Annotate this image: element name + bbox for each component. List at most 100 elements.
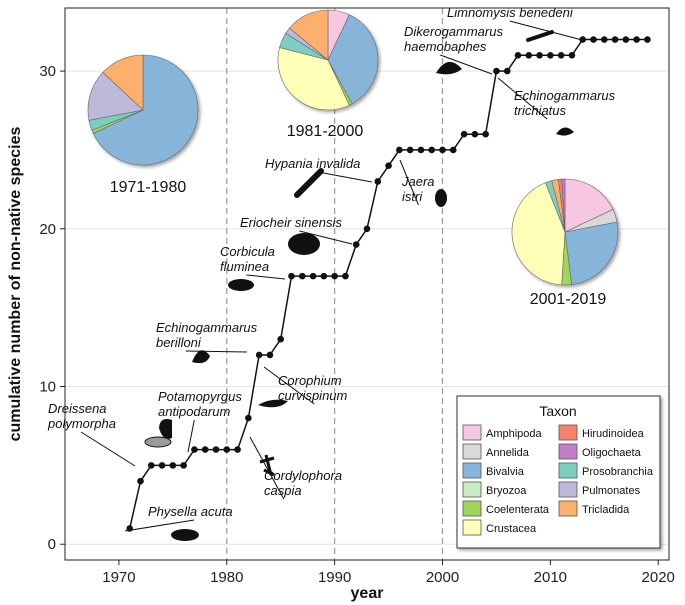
legend-swatch-coelenterata: [462, 500, 482, 517]
annotation-label: Corophium: [278, 373, 342, 388]
data-point: [234, 446, 241, 453]
annotation-leader: [263, 366, 315, 405]
data-point: [396, 146, 403, 154]
legend: Taxon Amphipoda Annelida Bivalvia Bryozoa Coe…: [456, 395, 661, 549]
x-axis-title: year: [351, 585, 384, 602]
pie-slice-tricladida: [289, 9, 329, 61]
data-point: [460, 130, 468, 138]
data-point: [644, 36, 651, 43]
annotation-leader: [317, 171, 373, 183]
annotation-label: istri: [402, 189, 423, 204]
legend-swatch-amphipoda: [462, 424, 482, 441]
pie-slice-crustacea: [511, 182, 566, 286]
legend-label-amphipoda: Amphipoda: [486, 428, 543, 440]
legend-label-annelida: Annelida: [486, 447, 530, 459]
data-point: [547, 52, 554, 59]
data-point: [298, 272, 306, 280]
data-point: [568, 52, 576, 59]
annotation-label: polymorpha: [47, 416, 116, 431]
annotation-leader: [246, 274, 286, 280]
data-point: [385, 162, 392, 170]
y-tick-label: 0: [48, 536, 56, 553]
data-point: [417, 146, 425, 154]
x-tick-label: 1990: [318, 569, 351, 586]
series-points: [126, 36, 651, 532]
data-point: [406, 146, 414, 154]
annotation-leader: [124, 519, 195, 532]
data-point: [525, 52, 533, 59]
data-point: [277, 335, 285, 343]
data-point: [600, 36, 608, 43]
annotation-label: Echinogammarus: [156, 320, 258, 335]
annotation-label: fluminea: [220, 259, 269, 274]
annotation-leader: [187, 419, 195, 453]
annotation-label: Dikerogammarus: [404, 24, 503, 39]
annotation-label: Eriocheir sinensis: [240, 215, 342, 230]
y-tick-label: 20: [39, 221, 56, 238]
y-axis-title: cumulative number of non-native species: [7, 127, 24, 442]
annotation-eriocheir-sinensis: Eriocheir sinensis: [240, 215, 353, 245]
data-point: [439, 146, 446, 154]
data-point: [352, 241, 360, 248]
annotation-label: Hypania invalida: [265, 156, 360, 171]
data-point: [536, 52, 543, 59]
data-point: [633, 36, 640, 43]
legend-label-hirudinoidea: Hirudinoidea: [582, 428, 645, 440]
annotation-leader: [299, 230, 353, 245]
legend-label-pulmonates: Pulmonates: [582, 485, 641, 497]
data-point: [482, 130, 489, 138]
data-point: [266, 351, 274, 359]
isopod-silhouette: [435, 189, 447, 207]
annotation-label: curvispinum: [278, 388, 348, 403]
annotation-label: Potamopyrgus: [158, 389, 242, 404]
species-silhouettes: [144, 30, 574, 541]
worm-silhouette: [294, 168, 324, 198]
annotation-label: caspia: [264, 483, 302, 498]
legend-label-bryozoa: Bryozoa: [486, 485, 527, 497]
annotation-leader: [440, 54, 493, 75]
pie-slice-bivalvia: [327, 14, 379, 105]
annotation-leader: [399, 159, 419, 206]
annotation-label: Corbicula: [220, 244, 275, 259]
plot-frame: [64, 7, 670, 561]
annotation-leader: [509, 20, 583, 41]
data-point: [579, 36, 587, 43]
pie-slice-oligochaeta: [561, 178, 566, 233]
pie-slice-amphipoda: [564, 178, 614, 233]
data-point: [590, 36, 597, 43]
annotation-label: Cordylophora: [264, 468, 342, 483]
data-point: [514, 52, 522, 59]
snail-silhouette: [171, 529, 199, 541]
legend-swatch-crustacea: [462, 519, 482, 536]
data-point: [255, 351, 263, 359]
mudsnail-silhouette: [159, 419, 172, 439]
x-tick-label: 2020: [642, 569, 675, 586]
data-point: [449, 146, 457, 154]
annotation-leader: [185, 350, 248, 353]
x-tick-label: 1980: [210, 569, 243, 586]
data-point: [288, 272, 295, 280]
data-point: [363, 225, 371, 233]
data-point: [147, 462, 155, 469]
data-point: [223, 446, 231, 453]
annotation-label: trichiatus: [514, 103, 567, 118]
data-point: [342, 272, 349, 280]
legend-swatch-pulmonates: [558, 481, 578, 498]
pie-2001-2019: [511, 178, 619, 286]
mussel-silhouette: [144, 436, 172, 448]
annotation-leader: [249, 436, 285, 500]
annotation-label: Dreissena: [48, 401, 107, 416]
annotation-label: haemobaphes: [404, 39, 487, 54]
data-point: [320, 272, 328, 280]
data-point: [309, 272, 317, 280]
pie-slice-tricladida: [102, 54, 144, 111]
legend-label-bivalvia: Bivalvia: [486, 466, 525, 478]
pie-slice-bivalvia: [92, 54, 199, 166]
